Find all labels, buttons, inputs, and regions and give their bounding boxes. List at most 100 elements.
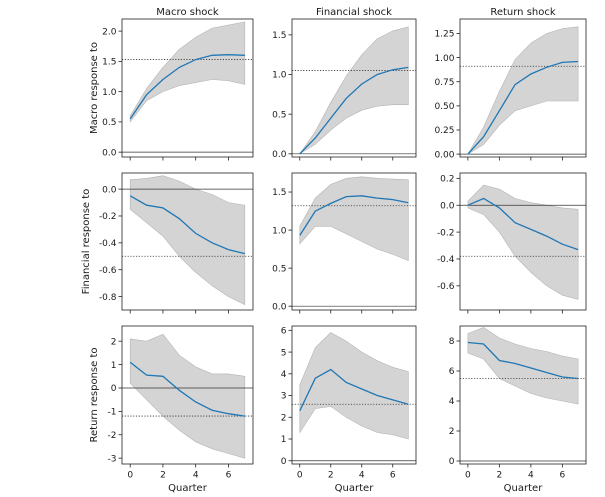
x-axis-label: Quarter <box>168 483 208 494</box>
confidence-band <box>129 175 246 306</box>
y-tick-label: 0.75 <box>434 78 454 88</box>
panel-plot-area <box>122 333 253 459</box>
panel-frame <box>291 18 417 158</box>
y-tick-label: -0.6 <box>437 282 455 292</box>
median-response-line <box>467 197 579 251</box>
panel-frame <box>121 325 254 465</box>
panel-r1-c2: 0.2 0.0 -0.2 -0.4 -0.6 <box>437 172 587 314</box>
panel-r0-c0: 0.0 0.5 1.0 1.5 2.0 <box>102 18 254 161</box>
y-tick-label: 6 <box>281 327 287 337</box>
x-tick-label: 2 <box>328 471 334 481</box>
x-axis-label: Quarter <box>335 483 375 494</box>
x-tick-label: 2 <box>497 471 503 481</box>
median-response-line <box>129 54 245 120</box>
panel-r1-c1: 0.0 0.5 1.0 1.5 <box>272 172 417 314</box>
panel-r2-c1: 0 1 2 3 4 5 6 0 2 4 6 <box>281 325 417 481</box>
y-tick-label: -2 <box>108 431 117 441</box>
y-tick-label: 0.0 <box>102 185 117 195</box>
y-tick-label: 1 <box>281 435 287 445</box>
row-label: Return response to <box>89 348 100 443</box>
y-tick-label: -1 <box>108 408 117 418</box>
panel-r1-c0: 0.0 -0.2 -0.4 -0.6 -0.8 <box>99 172 254 314</box>
x-tick-label: 0 <box>127 471 133 481</box>
y-tick-label: 3 <box>281 392 287 402</box>
panel-plot-area <box>460 26 586 155</box>
y-tick-label: -3 <box>108 454 117 464</box>
panel-plot-area <box>122 175 253 306</box>
y-tick-label: 1.5 <box>272 188 286 198</box>
y-tick-label: 0.0 <box>272 150 287 160</box>
y-tick-label: -0.2 <box>437 228 455 238</box>
x-tick-label: 6 <box>390 471 396 481</box>
x-tick-label: 6 <box>560 471 566 481</box>
x-tick-label: 6 <box>226 471 232 481</box>
x-tick-label: 4 <box>359 471 365 481</box>
y-tick-label: 2.0 <box>102 27 117 37</box>
y-tick-label: 1.00 <box>434 54 454 64</box>
panel-r0-c2: 0.00 0.25 0.50 0.75 1.00 1.25 <box>434 18 587 161</box>
confidence-band <box>299 176 409 261</box>
confidence-band <box>129 21 246 123</box>
panel-frame <box>291 172 417 311</box>
y-tick-label: 8 <box>449 337 455 347</box>
median-response-line <box>299 368 409 412</box>
y-tick-label: 0 <box>449 457 455 467</box>
x-axis-label: Quarter <box>504 483 544 494</box>
x-tick-label: 4 <box>193 471 199 481</box>
y-tick-label: -0.8 <box>99 293 117 303</box>
y-tick-label: 6 <box>449 367 455 377</box>
column-title: Macro shock <box>156 7 219 18</box>
y-tick-label: -0.4 <box>437 255 455 265</box>
panel-r2-c0: 2 1 0 -1 -2 -3 0 2 4 6 <box>108 325 254 481</box>
panel-frame <box>121 18 254 158</box>
panel-frame <box>121 172 254 311</box>
y-tick-label: 0.2 <box>440 175 454 185</box>
panel-r0-c1: 0.0 0.5 1.0 1.5 <box>272 18 417 161</box>
confidence-band <box>467 26 579 155</box>
x-tick-label: 0 <box>465 471 471 481</box>
y-tick-label: 1.5 <box>102 58 116 68</box>
panel-frame <box>291 325 417 465</box>
panel-plot-area <box>292 26 416 155</box>
panel-plot-area <box>460 184 586 300</box>
panel-plot-area <box>122 21 253 153</box>
median-response-line <box>299 66 409 155</box>
column-title: Return shock <box>490 7 556 18</box>
y-tick-label: -0.6 <box>99 266 117 276</box>
y-tick-label: 0.00 <box>434 150 454 160</box>
y-tick-label: 0.0 <box>272 302 287 312</box>
median-response-line <box>129 361 245 417</box>
panel-frame <box>459 18 587 158</box>
median-response-line <box>467 341 579 380</box>
median-response-line <box>129 195 245 255</box>
y-tick-label: 2 <box>281 413 287 423</box>
column-title: Financial shock <box>316 7 392 18</box>
y-tick-label: 1.0 <box>102 88 117 98</box>
median-response-line <box>299 195 409 236</box>
median-response-line <box>467 60 579 155</box>
y-tick-label: 2 <box>449 427 455 437</box>
confidence-band <box>467 184 579 300</box>
y-tick-label: 1.0 <box>272 226 287 236</box>
panel-plot-area <box>460 327 586 462</box>
panel-frame <box>459 172 587 311</box>
y-tick-label: 0.5 <box>272 110 286 120</box>
y-tick-label: -0.2 <box>99 212 117 222</box>
y-tick-label: 0.0 <box>102 148 117 158</box>
row-label: Financial response to <box>81 189 92 295</box>
y-tick-label: 1.25 <box>434 30 454 40</box>
y-tick-label: 0.0 <box>440 201 455 211</box>
y-tick-label: 4 <box>281 370 287 380</box>
x-tick-label: 0 <box>297 471 303 481</box>
y-tick-label: 0.50 <box>434 102 454 112</box>
y-tick-label: -0.4 <box>99 239 117 249</box>
panel-frame <box>459 325 587 465</box>
panel-plot-area <box>292 332 416 462</box>
y-tick-label: 0 <box>111 384 117 394</box>
y-tick-label: 1.5 <box>272 31 286 41</box>
x-tick-label: 2 <box>160 471 166 481</box>
row-label: Macro response to <box>89 42 100 134</box>
y-tick-label: 1.0 <box>272 71 287 81</box>
y-tick-label: 0.25 <box>434 126 454 136</box>
